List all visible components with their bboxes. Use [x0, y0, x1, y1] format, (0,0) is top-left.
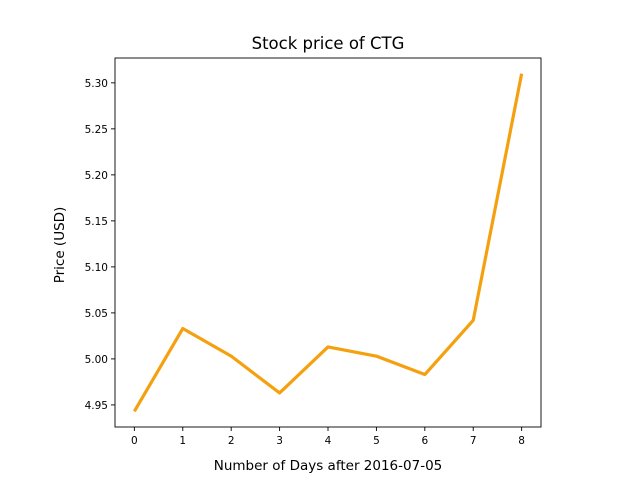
y-tick-label: 5.20: [85, 170, 108, 182]
y-tick-label: 5.00: [85, 354, 108, 366]
x-tick-label: 8: [518, 435, 525, 447]
y-tick-label: 5.25: [85, 124, 108, 136]
x-tick-label: 6: [421, 435, 428, 447]
x-axis-label: Number of Days after 2016-07-05: [214, 458, 443, 474]
x-tick-label: 5: [373, 435, 380, 447]
x-tick-label: 3: [276, 435, 283, 447]
y-axis-label: Price (USD): [52, 207, 68, 284]
x-tick-label: 7: [470, 435, 477, 447]
y-tick-label: 4.95: [85, 400, 108, 412]
y-tick-label: 5.05: [85, 308, 108, 320]
plot-area: 0 1 2 3 4 5 6 7 8 4.95 5.00 5.05 5.10 5.15 5.20 5.25 5.3…: [85, 57, 542, 447]
series-line: [132, 73, 524, 413]
x-tick-label: 1: [179, 435, 186, 447]
y-tick-label: 5.15: [85, 216, 108, 228]
chart-title: Stock price of CTG: [252, 34, 405, 53]
y-tick-label: 5.30: [85, 78, 108, 90]
x-tick-label: 2: [228, 435, 235, 447]
x-tick-label: 4: [325, 435, 332, 447]
x-tick-label: 0: [131, 435, 138, 447]
y-tick-label: 5.10: [85, 262, 108, 274]
